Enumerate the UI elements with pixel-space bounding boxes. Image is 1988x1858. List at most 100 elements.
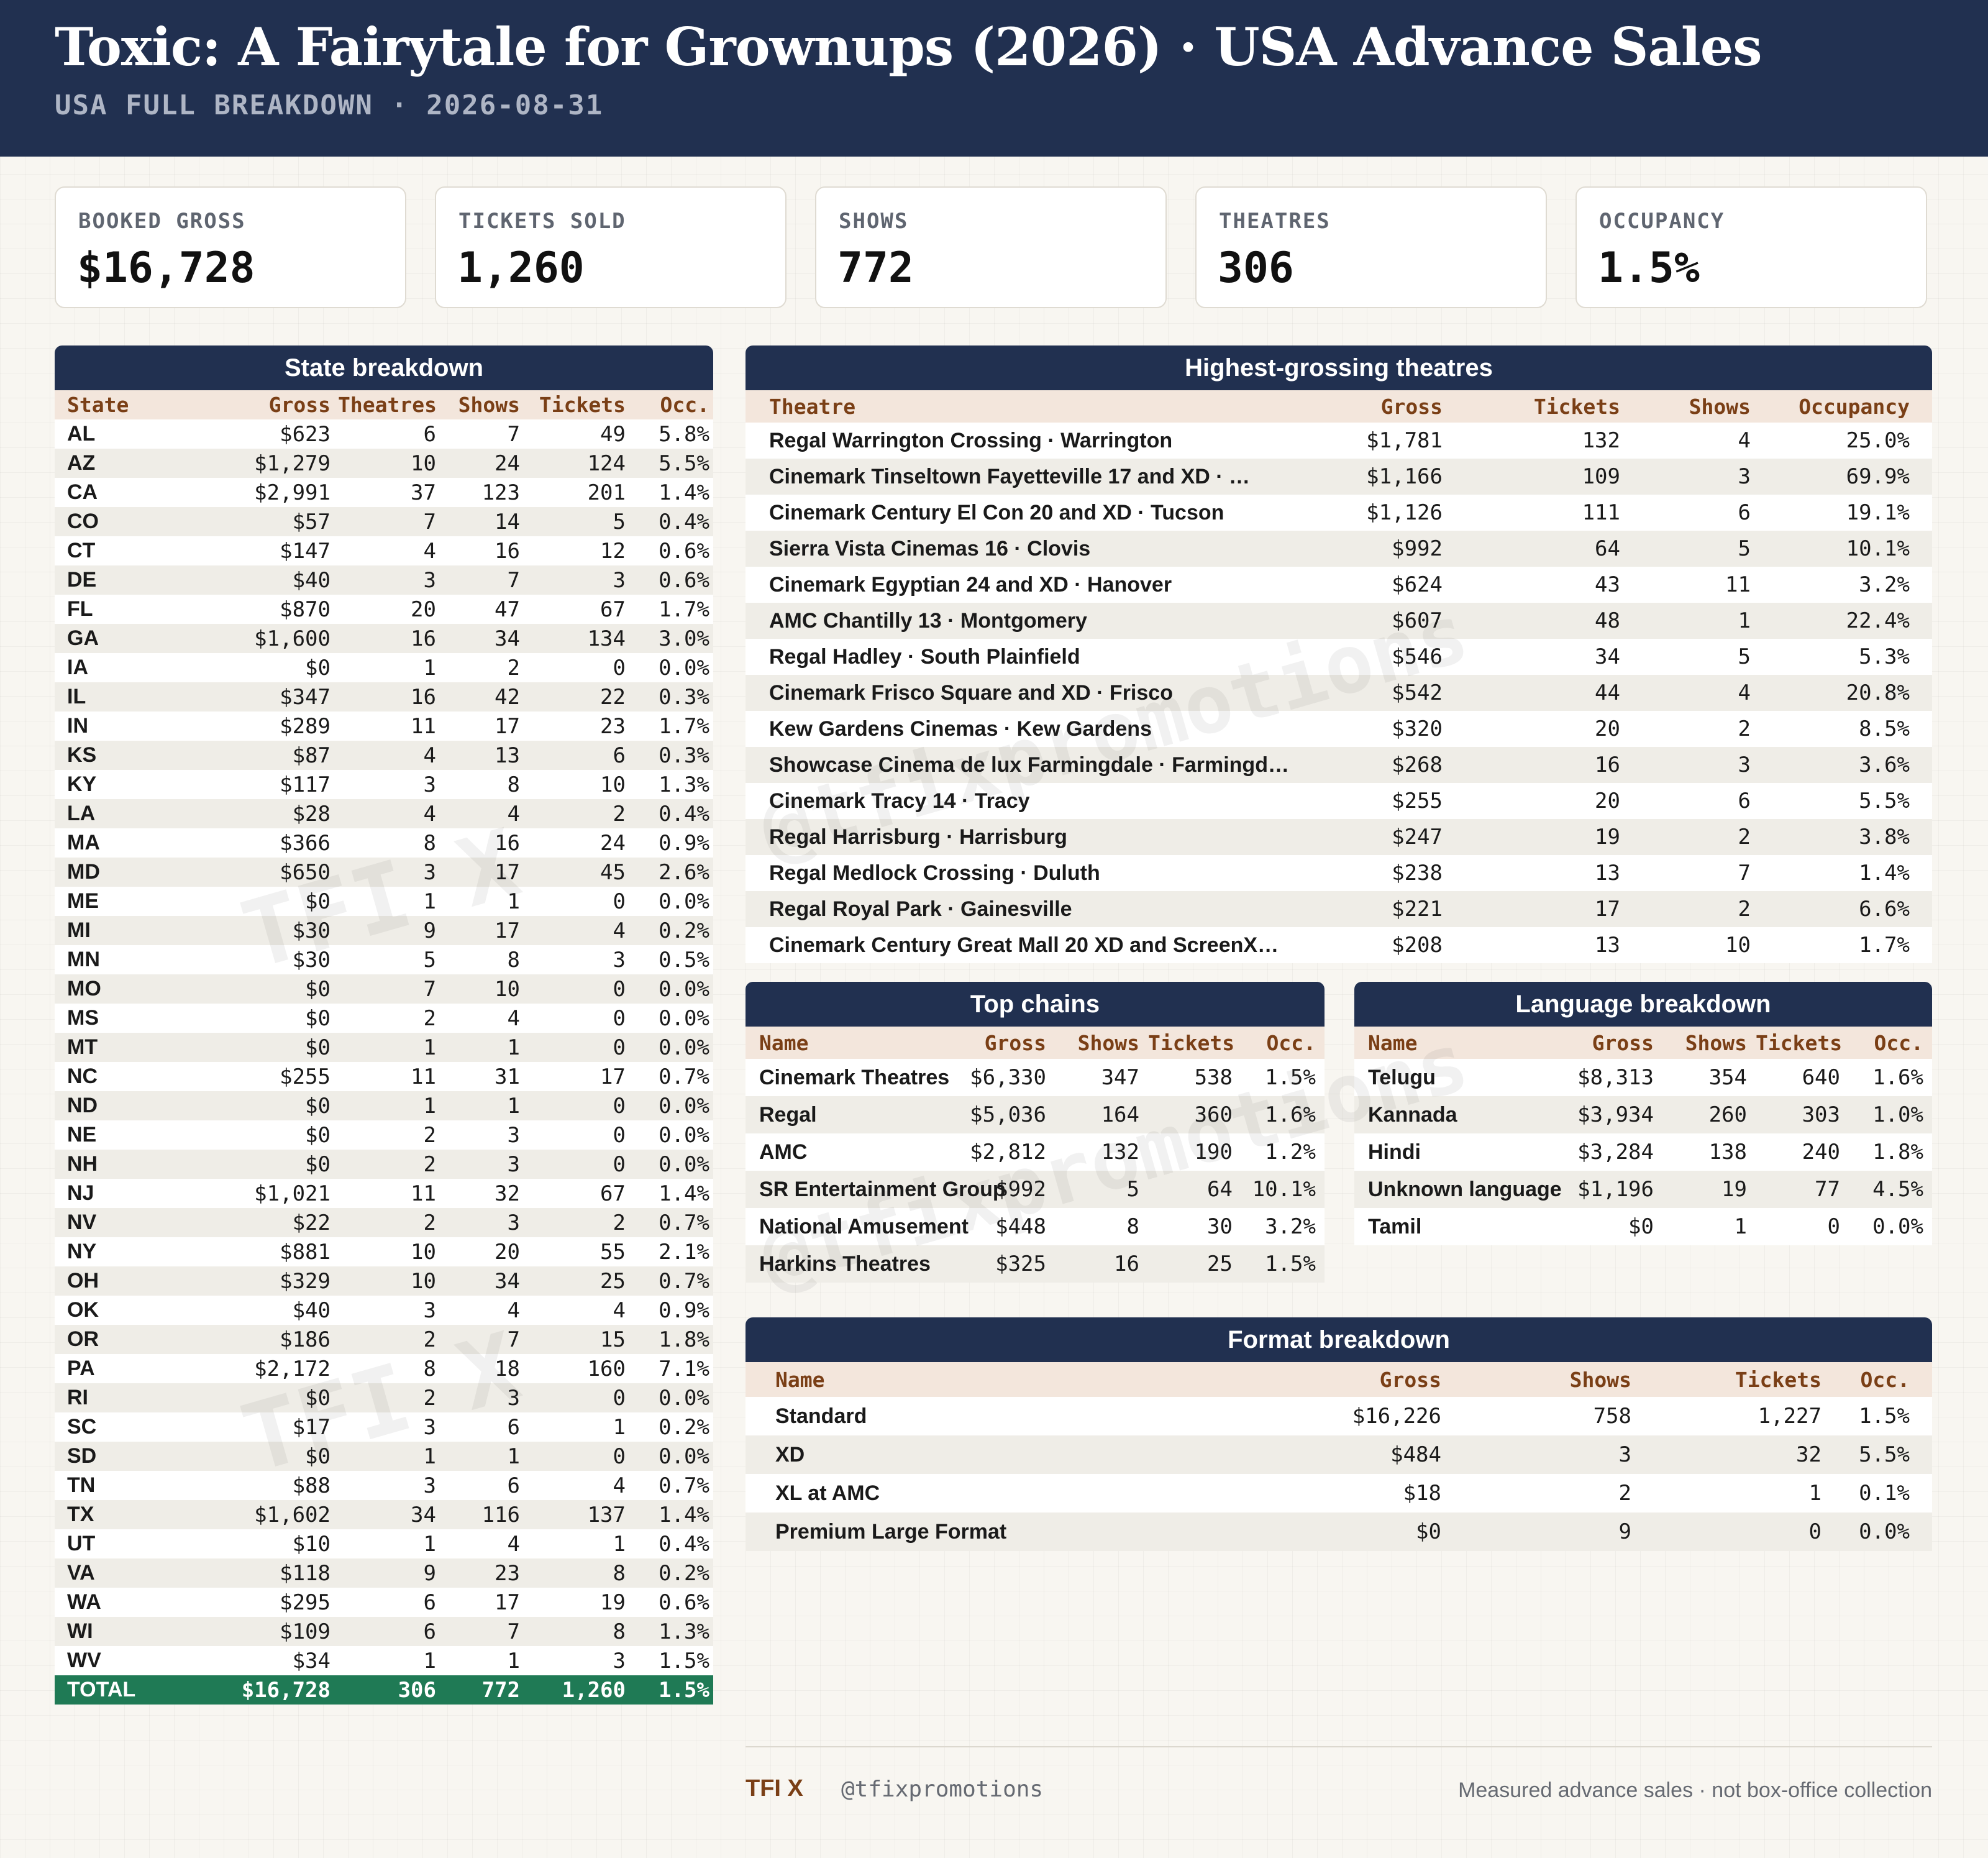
theatre-row: Cinemark Century El Con 20 and XD · Tucs… [746, 495, 1932, 531]
row-value-cell: 3 [440, 1150, 524, 1179]
state-row: ND $0 1 1 0 0.0% [55, 1091, 713, 1120]
kpi-card-booked-gross: BOOKED GROSS $16,728 [55, 186, 406, 308]
row-name-cell: WA [55, 1588, 198, 1617]
row-name-cell: PA [55, 1354, 198, 1383]
footer-divider [746, 1746, 1932, 1747]
row-value-cell: 15 [524, 1325, 629, 1354]
row-name-cell: TN [55, 1471, 198, 1500]
row-value-cell: 116 [440, 1500, 524, 1529]
row-value-cell: 22.4% [1773, 603, 1932, 639]
row-value-cell: $0 [198, 1150, 334, 1179]
row-value-cell: 10 [440, 974, 524, 1004]
row-value-cell: 1 [334, 653, 440, 682]
row-value-cell: $117 [198, 770, 334, 799]
row-value-cell: $88 [198, 1471, 334, 1500]
row-value-cell: 0.4% [629, 1529, 713, 1558]
row-name-cell: OR [55, 1325, 198, 1354]
row-value-cell: 1 [334, 1529, 440, 1558]
state-breakdown-title: State breakdown [55, 346, 713, 390]
row-value-cell: $255 [1317, 783, 1465, 819]
row-name-cell: Standard [746, 1397, 1180, 1435]
row-value-cell: 164 [1055, 1096, 1148, 1133]
row-value-cell: $1,781 [1317, 423, 1465, 459]
row-name-cell: SD [55, 1442, 198, 1471]
kpi-card-shows: SHOWS 772 [815, 186, 1167, 308]
state-row: TX $1,602 34 116 137 1.4% [55, 1500, 713, 1529]
row-value-cell: 2 [524, 1208, 629, 1237]
row-value-cell: 4 [1643, 675, 1773, 711]
row-value-cell: 5 [1643, 639, 1773, 675]
column-header: Tickets [1148, 1027, 1241, 1059]
row-value-cell: $289 [198, 712, 334, 741]
row-value-cell: 1.4% [629, 1179, 713, 1208]
state-row: KS $87 4 13 6 0.3% [55, 741, 713, 770]
state-row: WI $109 6 7 8 1.3% [55, 1617, 713, 1646]
state-total-row: TOTAL $16,728 306 772 1,260 1.5% [55, 1675, 713, 1705]
row-value-cell: $238 [1317, 855, 1465, 891]
row-name-cell: Cinemark Frisco Square and XD · Frisco [746, 675, 1317, 711]
row-value-cell: 4 [524, 916, 629, 945]
row-value-cell: 138 [1662, 1133, 1756, 1171]
row-name-cell: AZ [55, 449, 198, 478]
row-value-cell: 1.7% [629, 595, 713, 624]
column-header: Shows [1662, 1027, 1756, 1059]
row-value-cell: $28 [198, 799, 334, 828]
row-value-cell: 1.7% [629, 712, 713, 741]
row-value-cell: 2 [334, 1150, 440, 1179]
row-value-cell: 4 [334, 799, 440, 828]
row-value-cell: 137 [524, 1500, 629, 1529]
row-name-cell: CO [55, 507, 198, 536]
state-row: WV $34 1 1 3 1.5% [55, 1646, 713, 1675]
row-value-cell: 7 [334, 507, 440, 536]
row-value-cell: $325 [957, 1245, 1055, 1283]
row-value-cell: 1 [334, 1091, 440, 1120]
row-name-cell: National Amusement [746, 1208, 969, 1245]
row-value-cell: $186 [198, 1325, 334, 1354]
row-value-cell: 16 [1055, 1245, 1148, 1283]
row-value-cell: $623 [198, 419, 334, 449]
state-row: KY $117 3 8 10 1.3% [55, 770, 713, 799]
state-row: OK $40 3 4 4 0.9% [55, 1296, 713, 1325]
state-row: AZ $1,279 10 24 124 5.5% [55, 449, 713, 478]
column-header: Tickets [1465, 390, 1643, 423]
row-value-cell: $1,279 [198, 449, 334, 478]
row-value-cell: 6 [334, 419, 440, 449]
row-name-cell: Kannada [1354, 1096, 1564, 1133]
state-row: IL $347 16 42 22 0.3% [55, 682, 713, 712]
state-row: CT $147 4 16 12 0.6% [55, 536, 713, 565]
row-value-cell: 49 [524, 419, 629, 449]
row-value-cell: 34 [440, 624, 524, 653]
column-header: Occ. [629, 390, 713, 419]
row-value-cell: $221 [1317, 891, 1465, 927]
row-value-cell: 1 [440, 1033, 524, 1062]
row-name-cell: Tamil [1354, 1208, 1564, 1245]
state-row: MN $30 5 8 3 0.5% [55, 945, 713, 974]
row-value-cell: 69.9% [1773, 459, 1932, 495]
row-name-cell: RI [55, 1383, 198, 1412]
format-row: XL at AMC $18 2 1 0.1% [746, 1474, 1932, 1512]
row-value-cell: $1,166 [1317, 459, 1465, 495]
row-value-cell: 4.5% [1849, 1171, 1932, 1208]
theatre-row: Regal Warrington Crossing · Warrington $1… [746, 423, 1932, 459]
row-name-cell: MI [55, 916, 198, 945]
row-value-cell: 5 [334, 945, 440, 974]
total-tickets: 1,260 [524, 1675, 629, 1705]
row-name-cell: AMC [746, 1133, 957, 1171]
row-value-cell: 1.2% [1241, 1133, 1325, 1171]
row-value-cell: $484 [1180, 1435, 1464, 1474]
row-value-cell: 17 [440, 712, 524, 741]
row-value-cell: 0.0% [629, 1033, 713, 1062]
format-row: Standard $16,226 758 1,227 1.5% [746, 1397, 1932, 1435]
row-value-cell: 25.0% [1773, 423, 1932, 459]
row-name-cell: DE [55, 565, 198, 595]
column-header: Shows [440, 390, 524, 419]
column-header: State [55, 390, 198, 419]
row-value-cell: 4 [524, 1471, 629, 1500]
row-value-cell: 0.7% [629, 1471, 713, 1500]
row-value-cell: 4 [440, 1296, 524, 1325]
row-value-cell: 1.3% [629, 1617, 713, 1646]
theatre-row: Cinemark Tracy 14 · Tracy $255 20 6 5.5% [746, 783, 1932, 819]
row-value-cell: 1 [1662, 1208, 1756, 1245]
column-header: Tickets [1756, 1027, 1849, 1059]
language-breakdown-title: Language breakdown [1354, 982, 1932, 1027]
